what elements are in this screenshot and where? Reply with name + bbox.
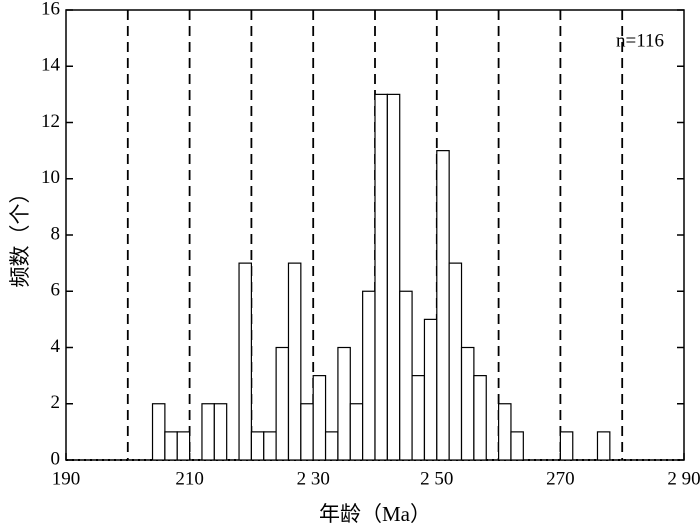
x-tick-label: 270 bbox=[546, 468, 575, 489]
bar bbox=[349, 403, 364, 461]
bar bbox=[312, 375, 327, 461]
bar bbox=[337, 346, 351, 461]
bar bbox=[386, 93, 401, 461]
y-tick-label: 16 bbox=[41, 0, 60, 19]
bar bbox=[448, 262, 463, 461]
x-tick-label: 190 bbox=[52, 468, 81, 489]
bar bbox=[411, 375, 426, 461]
bar bbox=[596, 431, 611, 461]
y-tick-label: 6 bbox=[51, 280, 61, 301]
y-tick-label: 0 bbox=[51, 448, 61, 469]
annotation: n=116 bbox=[616, 30, 664, 51]
bar bbox=[151, 403, 166, 461]
bar bbox=[362, 290, 376, 461]
bar bbox=[473, 375, 487, 461]
x-tick-label: 210 bbox=[175, 468, 204, 489]
x-tick-label: 2 30 bbox=[297, 468, 330, 489]
bar bbox=[436, 150, 450, 461]
bar bbox=[324, 431, 339, 461]
bar bbox=[176, 431, 191, 461]
y-tick-label: 8 bbox=[51, 223, 61, 244]
bar bbox=[300, 403, 314, 461]
bar bbox=[238, 262, 252, 461]
y-tick-label: 14 bbox=[41, 55, 61, 76]
x-tick-label: 2 90 bbox=[667, 468, 700, 489]
y-axis-label: 频数（个） bbox=[8, 183, 32, 288]
y-tick-label: 4 bbox=[51, 336, 61, 357]
bar bbox=[374, 93, 388, 461]
bar bbox=[498, 403, 512, 461]
bar bbox=[460, 346, 475, 461]
y-tick-label: 12 bbox=[41, 111, 60, 132]
bar bbox=[287, 262, 302, 461]
bar bbox=[213, 403, 228, 461]
bar bbox=[250, 431, 265, 461]
bar bbox=[559, 431, 574, 461]
bar bbox=[201, 403, 215, 461]
bar bbox=[263, 431, 277, 461]
bar bbox=[510, 431, 524, 461]
x-axis-label: 年龄（Ma） bbox=[319, 502, 431, 526]
y-tick-label: 10 bbox=[41, 167, 60, 188]
bar bbox=[399, 290, 413, 461]
y-tick-label: 2 bbox=[51, 392, 61, 413]
x-tick-label: 2 50 bbox=[420, 468, 453, 489]
bar bbox=[275, 346, 290, 461]
bar bbox=[423, 318, 438, 461]
bar bbox=[164, 431, 178, 461]
